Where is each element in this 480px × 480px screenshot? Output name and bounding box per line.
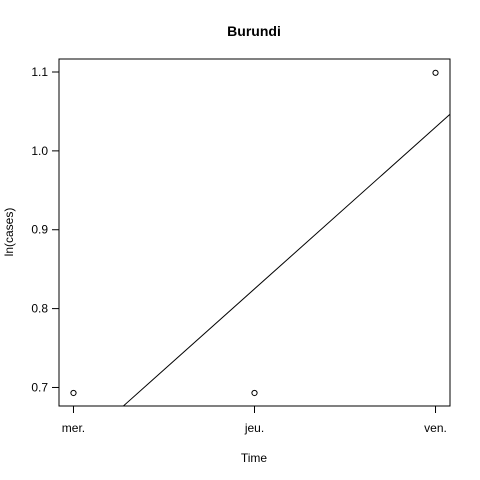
- x-axis-label: Time: [241, 451, 268, 465]
- x-tick-label: mer.: [62, 421, 85, 435]
- x-tick-label: jeu.: [244, 421, 264, 435]
- y-tick-label: 0.8: [31, 302, 48, 316]
- data-points: [71, 70, 438, 395]
- y-tick-label: 0.9: [31, 223, 48, 237]
- data-point: [433, 70, 438, 75]
- y-tick-label: 0.7: [31, 380, 48, 394]
- y-tick-label: 1.1: [31, 65, 48, 79]
- chart-title: Burundi: [227, 23, 281, 39]
- data-point: [252, 390, 257, 395]
- fit-line-group: [123, 114, 450, 406]
- x-tick-label: ven.: [424, 421, 447, 435]
- x-axis: mer. jeu. ven.: [62, 406, 447, 435]
- data-point: [71, 390, 76, 395]
- y-tick-label: 1.0: [31, 144, 48, 158]
- fit-line: [123, 114, 450, 406]
- y-axis-label: ln(cases): [2, 208, 16, 257]
- y-axis: 0.7 0.8 0.9 1.0 1.1: [31, 65, 59, 394]
- plot-frame: [59, 59, 450, 406]
